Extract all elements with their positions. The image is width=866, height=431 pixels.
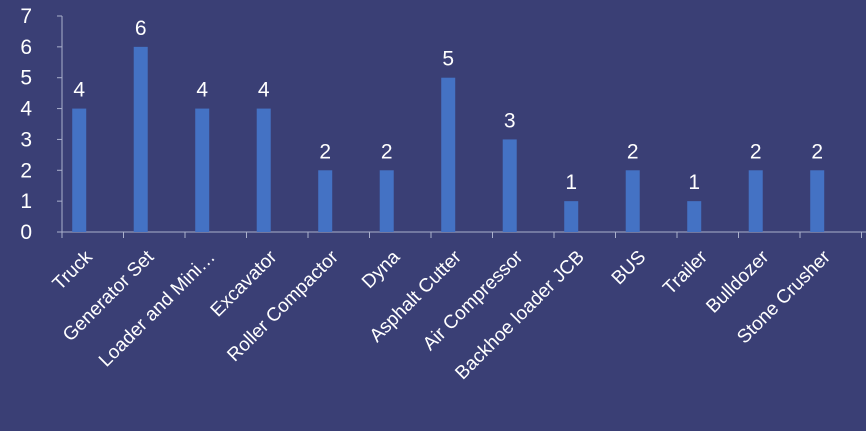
bar	[810, 170, 825, 232]
bar	[441, 77, 456, 232]
x-tick-label: Dyna	[358, 246, 405, 293]
bar	[195, 108, 210, 232]
y-tick-label: 5	[20, 67, 32, 90]
data-label: 1	[565, 171, 577, 194]
y-tick-label: 3	[20, 128, 32, 151]
data-label: 6	[135, 17, 147, 40]
data-label: 2	[811, 140, 823, 163]
x-tick-label: Loader and Mini…	[95, 247, 220, 372]
bar	[564, 201, 579, 232]
x-axis	[61, 231, 866, 238]
bar	[748, 170, 763, 232]
bar	[502, 139, 517, 232]
data-label: 5	[442, 48, 454, 71]
bar	[133, 46, 148, 232]
x-tick-label: Roller Compactor	[223, 246, 343, 366]
bars	[72, 46, 825, 232]
y-axis: 0 1 2 3 4 5 6 7	[20, 5, 63, 244]
data-label: 4	[73, 79, 85, 102]
data-labels: 4 6 4 4 2 2 5 3 1 2 1 2 2	[73, 17, 823, 194]
data-label: 3	[504, 109, 516, 132]
x-tick-label: Truck	[49, 246, 97, 294]
y-tick-label: 2	[20, 159, 32, 182]
x-tick-label: Trailer	[659, 246, 712, 299]
y-tick-label: 1	[20, 190, 32, 213]
data-label: 2	[750, 140, 762, 163]
bar	[318, 170, 333, 232]
data-label: 2	[319, 140, 331, 163]
y-tick-label: 7	[20, 5, 32, 28]
y-tick-label: 6	[20, 36, 32, 59]
data-label: 1	[688, 171, 700, 194]
y-tick-label: 0	[20, 221, 32, 244]
data-label: 4	[258, 79, 270, 102]
data-label: 4	[196, 79, 208, 102]
y-tick-label: 4	[20, 98, 32, 121]
bar	[256, 108, 271, 232]
x-tick-label: BUS	[608, 247, 650, 289]
bar	[687, 201, 702, 232]
data-label: 2	[381, 140, 393, 163]
bar	[72, 108, 87, 232]
bar	[625, 170, 640, 232]
data-label: 2	[627, 140, 639, 163]
bar	[379, 170, 394, 232]
